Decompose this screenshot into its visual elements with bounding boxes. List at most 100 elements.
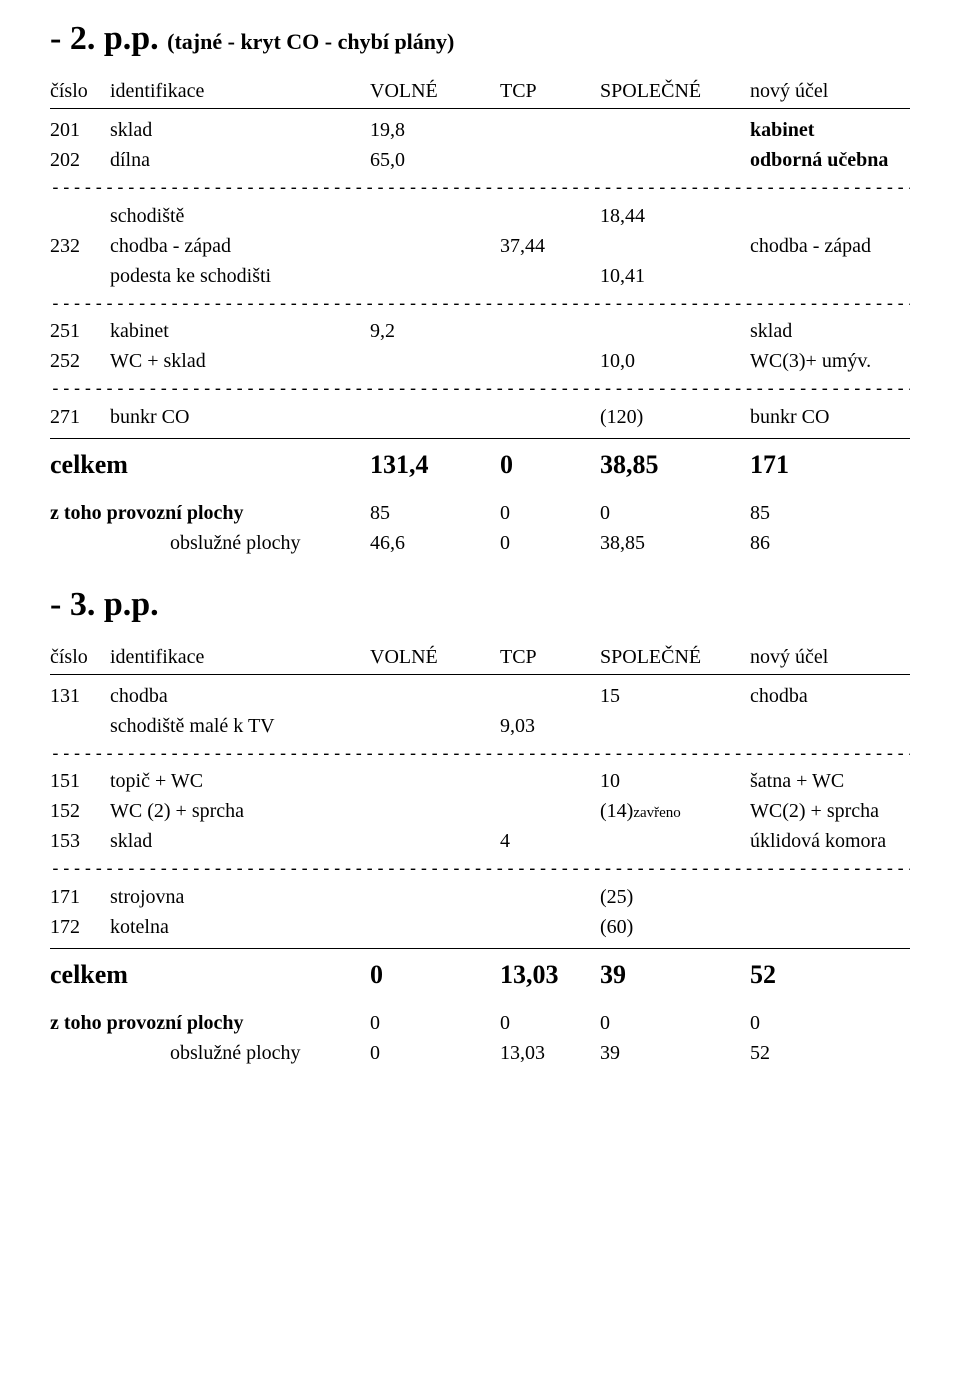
col-volne-header: VOLNÉ bbox=[370, 76, 500, 106]
cell-num: 151 bbox=[50, 766, 110, 796]
provozni-label: z toho provozní plochy bbox=[50, 498, 370, 528]
cell-id: WC (2) + sprcha bbox=[110, 796, 370, 826]
cell-spol: 18,44 bbox=[600, 201, 750, 231]
document-page: - 2. p.p. (tajné - kryt CO - chybí plány… bbox=[0, 0, 960, 1379]
provozni-spol: 0 bbox=[600, 498, 750, 528]
provozni-tcp: 0 bbox=[500, 498, 600, 528]
cell-id: kotelna bbox=[110, 912, 370, 942]
cell-ucel: kabinet bbox=[750, 115, 910, 145]
col-volne-header: VOLNÉ bbox=[370, 642, 500, 672]
cell-num: 271 bbox=[50, 402, 110, 432]
col-num-header: číslo bbox=[50, 642, 110, 672]
cell-tcp: 4 bbox=[500, 826, 600, 856]
cell-ucel: šatna + WC bbox=[750, 766, 910, 796]
separator: ----------------------------------------… bbox=[50, 858, 910, 880]
table-row: 152WC (2) + sprcha(14)zavřenoWC(2) + spr… bbox=[50, 796, 910, 826]
cell-id: podesta ke schodišti bbox=[110, 261, 370, 291]
table-row: 252WC + sklad10,0WC(3)+ umýv. bbox=[50, 346, 910, 376]
cell-id: chodba - západ bbox=[110, 231, 370, 261]
cell-id: sklad bbox=[110, 115, 370, 145]
cell-id: dílna bbox=[110, 145, 370, 175]
table-row: 232chodba - západ37,44chodba - západ bbox=[50, 231, 910, 261]
cell-spol: 10,41 bbox=[600, 261, 750, 291]
table-row: 251kabinet9,2sklad bbox=[50, 316, 910, 346]
cell-spol: (14)zavřeno bbox=[600, 796, 750, 826]
celkem-tcp: 13,03 bbox=[500, 955, 600, 994]
cell-ucel: chodba - západ bbox=[750, 231, 910, 261]
provozni-tcp: 0 bbox=[500, 1008, 600, 1038]
cell-num: 171 bbox=[50, 882, 110, 912]
celkem-ucel: 52 bbox=[750, 955, 910, 994]
cell-ucel: sklad bbox=[750, 316, 910, 346]
cell-num: 153 bbox=[50, 826, 110, 856]
celkem-tcp: 0 bbox=[500, 445, 600, 484]
section1-rows3: 251kabinet9,2sklad252WC + sklad10,0WC(3)… bbox=[50, 316, 910, 376]
cell-tcp: 9,03 bbox=[500, 711, 600, 741]
cell-tcp: 37,44 bbox=[500, 231, 600, 261]
cell-id: schodiště malé k TV bbox=[110, 711, 370, 741]
separator: ----------------------------------------… bbox=[50, 378, 910, 400]
col-spol-header: SPOLEČNÉ bbox=[600, 642, 750, 672]
spacer bbox=[50, 484, 910, 498]
obsluzne-ucel: 86 bbox=[750, 528, 910, 558]
cell-spol: (25) bbox=[600, 882, 750, 912]
table-row: schodiště malé k TV 9,03 bbox=[50, 711, 910, 741]
section2-celkem-row: celkem 0 13,03 39 52 bbox=[50, 948, 910, 994]
section1-rows4: 271bunkr CO(120)bunkr CO bbox=[50, 402, 910, 432]
cell-ucel: WC(2) + sprcha bbox=[750, 796, 910, 826]
cell-num: 202 bbox=[50, 145, 110, 175]
cell-ucel: bunkr CO bbox=[750, 402, 910, 432]
section2-header-row: číslo identifikace VOLNÉ TCP SPOLEČNÉ no… bbox=[50, 642, 910, 675]
col-ucel-header: nový účel bbox=[750, 642, 910, 672]
cell-ucel: úklidová komora bbox=[750, 826, 910, 856]
celkem-ucel: 171 bbox=[750, 445, 910, 484]
cell-spol-small: zavřeno bbox=[633, 805, 680, 821]
obsluzne-ucel: 52 bbox=[750, 1038, 910, 1068]
obsluzne-tcp: 0 bbox=[500, 528, 600, 558]
provozni-spol: 0 bbox=[600, 1008, 750, 1038]
provozni-label: z toho provozní plochy bbox=[50, 1008, 370, 1038]
cell-spol: (120) bbox=[600, 402, 750, 432]
table-row: 131chodba15chodba bbox=[50, 681, 910, 711]
obsluzne-volne: 46,6 bbox=[370, 528, 500, 558]
celkem-label: celkem bbox=[50, 955, 370, 994]
section1-obsluzne-row: obslužné plochy 46,6 0 38,85 86 bbox=[50, 528, 910, 558]
celkem-spol: 38,85 bbox=[600, 445, 750, 484]
col-ucel-header: nový účel bbox=[750, 76, 910, 106]
provozni-volne: 0 bbox=[370, 1008, 500, 1038]
obsluzne-spol: 39 bbox=[600, 1038, 750, 1068]
cell-id: bunkr CO bbox=[110, 402, 370, 432]
provozni-ucel: 85 bbox=[750, 498, 910, 528]
col-num-header: číslo bbox=[50, 76, 110, 106]
section2-rows2: 151topič + WC10šatna + WC152WC (2) + spr… bbox=[50, 766, 910, 856]
obsluzne-volne: 0 bbox=[370, 1038, 500, 1068]
celkem-spol: 39 bbox=[600, 955, 750, 994]
table-row: podesta ke schodišti 10,41 bbox=[50, 261, 910, 291]
cell-volne: 9,2 bbox=[370, 316, 500, 346]
section2-heading: - 3. p.p. bbox=[50, 586, 910, 624]
cell-id: schodiště bbox=[110, 201, 370, 231]
cell-volne: 65,0 bbox=[370, 145, 500, 175]
celkem-volne: 131,4 bbox=[370, 445, 500, 484]
col-tcp-header: TCP bbox=[500, 642, 600, 672]
provozni-volne: 85 bbox=[370, 498, 500, 528]
table-row: 151topič + WC10šatna + WC bbox=[50, 766, 910, 796]
celkem-label: celkem bbox=[50, 445, 370, 484]
celkem-volne: 0 bbox=[370, 955, 500, 994]
col-tcp-header: TCP bbox=[500, 76, 600, 106]
spacer bbox=[50, 994, 910, 1008]
cell-spol: (60) bbox=[600, 912, 750, 942]
cell-num: 172 bbox=[50, 912, 110, 942]
section1-heading-main: - 2. p.p. bbox=[50, 20, 159, 57]
table-row: 271bunkr CO(120)bunkr CO bbox=[50, 402, 910, 432]
obsluzne-label: obslužné plochy bbox=[170, 1038, 370, 1068]
col-id-header: identifikace bbox=[110, 642, 370, 672]
cell-id: chodba bbox=[110, 681, 370, 711]
separator: ----------------------------------------… bbox=[50, 293, 910, 315]
cell-num: 251 bbox=[50, 316, 110, 346]
col-spol-header: SPOLEČNÉ bbox=[600, 76, 750, 106]
section2-rows1: 131chodba15chodbaschodiště malé k TV 9,03 bbox=[50, 681, 910, 741]
separator: ----------------------------------------… bbox=[50, 177, 910, 199]
section1-provozni-row: z toho provozní plochy 85 0 0 85 bbox=[50, 498, 910, 528]
obsluzne-spol: 38,85 bbox=[600, 528, 750, 558]
